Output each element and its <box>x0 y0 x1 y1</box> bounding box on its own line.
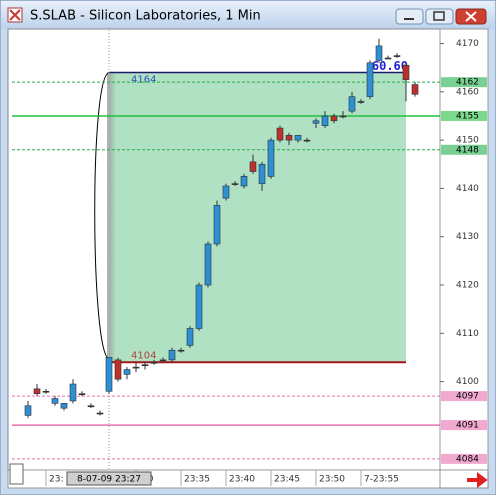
level-label: 4162 <box>456 78 479 88</box>
level-tag <box>441 420 487 431</box>
candle-body <box>393 55 401 57</box>
level-label: 4084 <box>456 454 479 464</box>
candle-body <box>51 398 59 404</box>
candle-body <box>384 57 392 60</box>
candle-body <box>348 96 356 112</box>
candle-body <box>240 176 248 187</box>
candle-body <box>132 366 140 369</box>
candle-body <box>87 405 95 408</box>
minimize-button[interactable] <box>395 8 424 25</box>
candle-body <box>150 361 158 364</box>
candle-body <box>294 134 302 141</box>
y-tick-label: 4100 <box>456 377 479 387</box>
candle-body <box>330 115 338 122</box>
candle-body <box>267 139 275 177</box>
candle-body <box>96 412 104 415</box>
level-tag <box>441 391 487 402</box>
candle-body <box>114 359 122 380</box>
level-tag <box>441 77 487 88</box>
crosshair-time-box <box>66 471 152 486</box>
candle-body <box>105 357 113 392</box>
candle-body <box>357 101 365 103</box>
candle-body <box>204 243 212 286</box>
candle-body <box>303 139 311 142</box>
candle-body <box>213 205 221 245</box>
range-high-label: 4164 <box>131 75 156 86</box>
candle-body <box>312 120 320 124</box>
candle-body <box>249 161 257 172</box>
window-title: S.SLAB - Silicon Laboratories, 1 Min <box>30 9 261 24</box>
range-size-label: 60.60 <box>372 59 408 73</box>
x-tick-label: 23:35 <box>184 475 210 485</box>
level-label: 4148 <box>456 145 479 155</box>
range-shade <box>107 72 116 363</box>
candle-body <box>231 183 239 185</box>
candle-body <box>276 127 284 141</box>
range-low-label: 4104 <box>131 350 156 361</box>
y-tick-label: 4120 <box>456 281 479 291</box>
minimize-glyph <box>404 18 414 20</box>
candle-body <box>177 349 185 352</box>
scroll-arrow[interactable] <box>467 472 488 488</box>
candle-body <box>159 359 167 362</box>
y-tick-label: 4160 <box>456 87 479 97</box>
candle-body <box>375 45 383 61</box>
candle-body <box>60 403 68 409</box>
close-glyph <box>465 11 477 22</box>
level-tag <box>441 453 487 464</box>
level-label: 4097 <box>456 392 479 402</box>
maximize-button[interactable] <box>425 8 454 25</box>
maximize-glyph <box>433 11 445 21</box>
level-tag <box>441 144 487 155</box>
plot: 4164 4104 60.60 <box>12 30 440 470</box>
candle-body <box>402 64 410 81</box>
app-icon-glyph <box>9 9 21 21</box>
x-tick-label: 23:45 <box>274 475 300 485</box>
scroll-box[interactable] <box>9 463 24 485</box>
candle-body <box>366 62 374 97</box>
candle-body <box>33 388 41 394</box>
y-tick-label: 4140 <box>456 184 479 194</box>
y-tick-label: 4150 <box>456 136 479 146</box>
candle-body <box>222 185 230 199</box>
candle-body <box>321 115 329 126</box>
y-tick-label: 4170 <box>456 39 479 49</box>
candle-body <box>168 349 176 361</box>
y-tick-label: 4130 <box>456 232 479 242</box>
x-tick-label: 7-23:55 <box>364 475 399 485</box>
candle-body <box>285 134 293 141</box>
level-tag <box>441 110 487 121</box>
candle-body <box>411 84 419 95</box>
x-tick-label: 23:50 <box>319 475 345 485</box>
candle-body <box>78 393 86 395</box>
x-tick-label: 23: <box>49 475 63 485</box>
candle-body <box>195 284 203 329</box>
y-tick-label: 4110 <box>456 329 479 339</box>
candle-body <box>186 328 194 346</box>
candle-body <box>24 405 32 416</box>
candle-body <box>141 364 149 367</box>
level-label: 4155 <box>456 111 479 121</box>
candle-body <box>339 115 347 118</box>
x-tick-label: 23:40 <box>229 475 255 485</box>
crosshair-time-label: 8-07-09 23:27 <box>77 475 141 485</box>
level-label: 4091 <box>456 421 479 431</box>
candle-body <box>69 383 77 402</box>
candle-body <box>42 390 50 393</box>
candle-body <box>258 163 266 184</box>
range-box <box>109 72 406 363</box>
candle-body <box>123 369 131 375</box>
range-bracket <box>94 72 110 359</box>
